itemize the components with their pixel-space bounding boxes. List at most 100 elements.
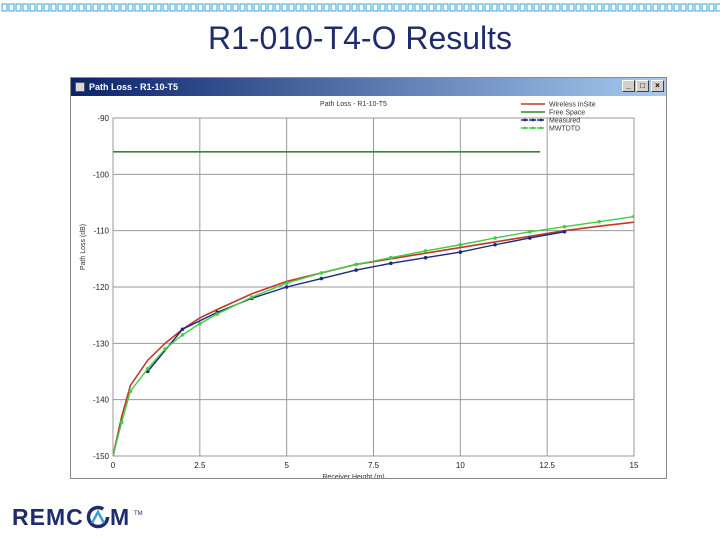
band-segment (120, 3, 127, 12)
y-tick-label: -140 (93, 396, 110, 405)
band-segment (29, 3, 36, 12)
legend-label: Measured (549, 118, 580, 125)
minimize-button[interactable]: _ (622, 80, 635, 92)
band-segment (421, 3, 428, 12)
band-segment (1, 3, 8, 12)
window-titlebar[interactable]: Path Loss - R1-10-T5 _ □ × (71, 78, 666, 96)
data-point (458, 250, 463, 254)
band-segment (148, 3, 155, 12)
band-segment (568, 3, 575, 12)
data-point (597, 219, 602, 224)
band-segment (106, 3, 113, 12)
band-segment (22, 3, 29, 12)
band-segment (309, 3, 316, 12)
data-point (284, 285, 289, 289)
band-segment (477, 3, 484, 12)
data-point (528, 229, 532, 234)
band-segment (666, 3, 673, 12)
band-segment (337, 3, 344, 12)
data-point (215, 312, 219, 316)
logo-text: REMC (12, 504, 84, 530)
band-segment (190, 3, 197, 12)
band-segment (71, 3, 78, 12)
path-loss-window[interactable]: Path Loss - R1-10-T5 _ □ × 0 2.5 5 7.5 10 12.… (70, 77, 667, 479)
band-segment (169, 3, 176, 12)
band-segment (575, 3, 582, 12)
logo-text-m: M (110, 504, 129, 530)
slide-title: R1-010-T4-O Results (207, 20, 513, 56)
data-point (198, 321, 202, 326)
legend-marker (523, 118, 527, 122)
band-segment (526, 3, 533, 12)
band-segment (92, 3, 99, 12)
maximize-button[interactable]: □ (636, 80, 649, 92)
data-point (389, 261, 393, 266)
band-segment (547, 3, 554, 12)
band-segment (85, 3, 92, 12)
legend-label: MWTDTD (549, 126, 580, 133)
band-segment (211, 3, 218, 12)
band-segment (379, 3, 386, 12)
band-segment (659, 3, 666, 12)
band-segment (694, 3, 701, 12)
data-point (145, 366, 150, 371)
band-segment (414, 3, 421, 12)
data-point (119, 420, 124, 425)
trademark-mark: TM (134, 511, 143, 517)
data-point (389, 255, 393, 260)
band-segment (176, 3, 183, 12)
band-segment (99, 3, 106, 12)
band-segment (323, 3, 330, 12)
series-line-3 (113, 215, 634, 456)
band-segment (393, 3, 400, 12)
x-tick-label: 0 (111, 461, 116, 470)
band-segment (267, 3, 274, 12)
data-point (632, 214, 634, 219)
band-segment (561, 3, 568, 12)
data-point (163, 347, 167, 351)
close-button[interactable]: × (651, 80, 664, 92)
band-segment (253, 3, 260, 12)
band-segment (484, 3, 491, 12)
band-segment (155, 3, 162, 12)
band-segment (316, 3, 323, 12)
band-segment (281, 3, 288, 12)
series-group (113, 150, 634, 456)
band-segment (197, 3, 204, 12)
data-point (354, 268, 358, 272)
legend-marker (523, 126, 527, 130)
band-segment (533, 3, 540, 12)
legend-marker (531, 118, 535, 122)
legend-marker (539, 126, 543, 130)
band-segment (8, 3, 15, 12)
y-tick-label: -100 (93, 170, 110, 179)
band-segment (491, 3, 498, 12)
data-point (528, 236, 532, 240)
data-point (250, 295, 254, 299)
band-segment (204, 3, 211, 12)
y-tick-label: -120 (93, 283, 110, 292)
series-line-0 (113, 221, 634, 456)
data-point (284, 281, 289, 285)
remcom-logo: REMC M TM (12, 504, 143, 530)
band-segment (631, 3, 638, 12)
band-segment (596, 3, 603, 12)
band-segment (435, 3, 442, 12)
y-tick-label: -130 (93, 339, 110, 348)
y-tick-label: -110 (94, 227, 110, 236)
band-segment (498, 3, 505, 12)
band-segment (64, 3, 71, 12)
data-point (423, 249, 428, 253)
band-segment (113, 3, 120, 12)
band-segment (680, 3, 687, 12)
band-segment (400, 3, 407, 12)
data-point (423, 255, 428, 260)
band-segment (127, 3, 134, 12)
band-segment (43, 3, 50, 12)
x-tick-label: 15 (630, 461, 639, 470)
data-point (180, 333, 185, 337)
band-segment (428, 3, 435, 12)
band-segment (603, 3, 610, 12)
band-segment (50, 3, 57, 12)
